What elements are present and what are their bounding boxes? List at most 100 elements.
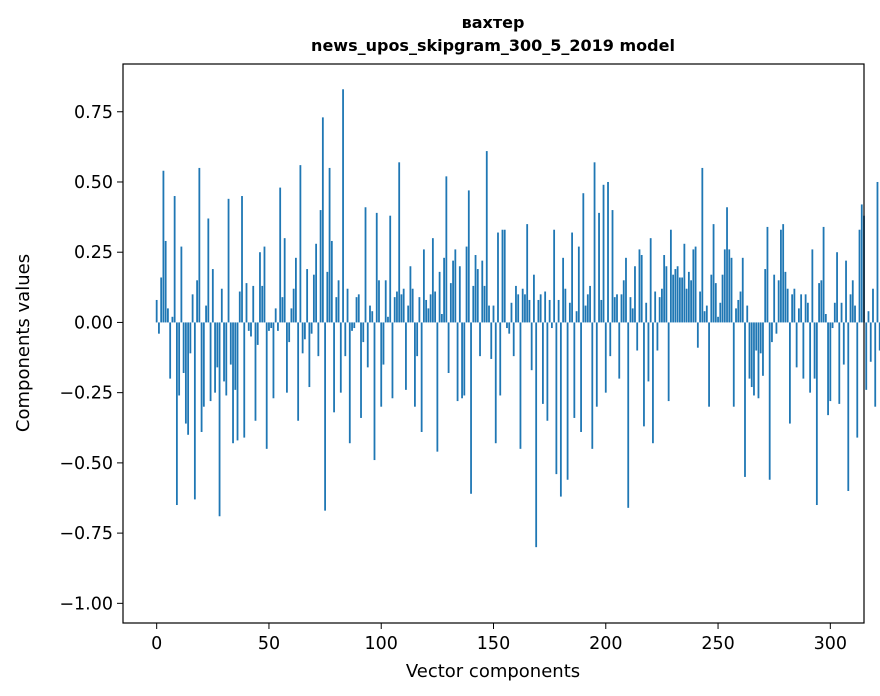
bar xyxy=(353,322,356,329)
bar xyxy=(351,322,353,331)
bar xyxy=(840,302,843,323)
bar xyxy=(654,291,657,323)
bar xyxy=(175,322,178,506)
bar xyxy=(676,266,679,323)
bar xyxy=(874,322,877,407)
bar xyxy=(764,269,767,323)
x-tick-label: 250 xyxy=(701,634,734,654)
bar xyxy=(497,232,499,323)
bar xyxy=(611,210,614,323)
bar xyxy=(220,288,223,323)
bar xyxy=(476,269,479,323)
bar xyxy=(771,322,773,343)
bar xyxy=(310,322,313,334)
bar xyxy=(436,322,439,452)
bar xyxy=(407,305,410,323)
bar xyxy=(250,322,252,337)
bar xyxy=(589,285,591,323)
bar xyxy=(440,314,443,323)
bar xyxy=(517,294,520,323)
bar xyxy=(685,288,688,323)
bar xyxy=(773,274,776,323)
bar xyxy=(519,322,522,449)
bar xyxy=(625,257,627,323)
bar xyxy=(216,322,219,368)
bar xyxy=(398,162,401,323)
bar xyxy=(481,260,484,323)
bar xyxy=(281,297,284,323)
bar xyxy=(867,311,870,323)
bar xyxy=(782,224,785,323)
bar xyxy=(360,322,362,418)
bar xyxy=(595,322,598,407)
bar xyxy=(499,322,502,396)
bar xyxy=(315,243,318,323)
bar xyxy=(207,218,210,323)
bar xyxy=(806,302,809,323)
bar xyxy=(820,280,823,323)
bar xyxy=(458,266,461,323)
bar xyxy=(405,322,407,390)
bar xyxy=(613,297,616,323)
bar xyxy=(326,271,329,323)
bar xyxy=(396,291,398,323)
bar xyxy=(272,322,275,399)
bar xyxy=(555,322,558,475)
bar xyxy=(757,322,760,399)
bar xyxy=(238,291,241,323)
bar xyxy=(800,294,803,323)
bar xyxy=(472,285,475,323)
bar xyxy=(292,288,295,323)
bar xyxy=(616,294,618,323)
bar xyxy=(737,299,740,323)
y-tick-label: −0.75 xyxy=(59,524,113,544)
bar xyxy=(735,308,737,323)
bar xyxy=(741,257,744,323)
y-tick-label: 0.50 xyxy=(74,173,113,193)
bar xyxy=(582,193,585,323)
bar xyxy=(726,207,728,323)
bar xyxy=(575,311,578,323)
bar xyxy=(330,240,333,323)
bar xyxy=(818,283,820,323)
bar xyxy=(692,249,695,323)
bar xyxy=(270,322,273,329)
bar xyxy=(387,316,389,323)
bar xyxy=(665,266,668,323)
bar xyxy=(872,288,874,323)
bar xyxy=(705,305,708,323)
bar xyxy=(512,322,515,357)
bar xyxy=(319,210,322,323)
bar xyxy=(598,212,600,323)
bar xyxy=(638,249,641,323)
bar xyxy=(620,294,623,323)
bar xyxy=(631,308,634,323)
bar xyxy=(470,322,472,494)
bar xyxy=(661,288,663,323)
bar xyxy=(162,170,165,323)
bar xyxy=(456,322,459,402)
bar xyxy=(364,207,367,323)
bar xyxy=(548,299,551,323)
bar xyxy=(171,316,174,323)
bar xyxy=(342,89,344,323)
bar xyxy=(178,322,181,396)
bar xyxy=(277,322,279,331)
bar xyxy=(167,308,169,323)
x-tick-label: 100 xyxy=(365,634,398,654)
bar xyxy=(355,297,358,323)
bar xyxy=(759,322,762,354)
bar xyxy=(173,196,176,323)
bar xyxy=(539,294,542,323)
bar xyxy=(672,274,675,323)
y-tick-label: 0.25 xyxy=(74,243,113,263)
bar xyxy=(856,322,859,438)
bar xyxy=(211,269,214,323)
bar xyxy=(196,280,198,323)
bar xyxy=(571,232,573,323)
bar xyxy=(357,294,360,323)
bar xyxy=(414,322,416,407)
bar xyxy=(746,305,749,323)
bar xyxy=(420,322,423,432)
bar xyxy=(658,297,661,323)
